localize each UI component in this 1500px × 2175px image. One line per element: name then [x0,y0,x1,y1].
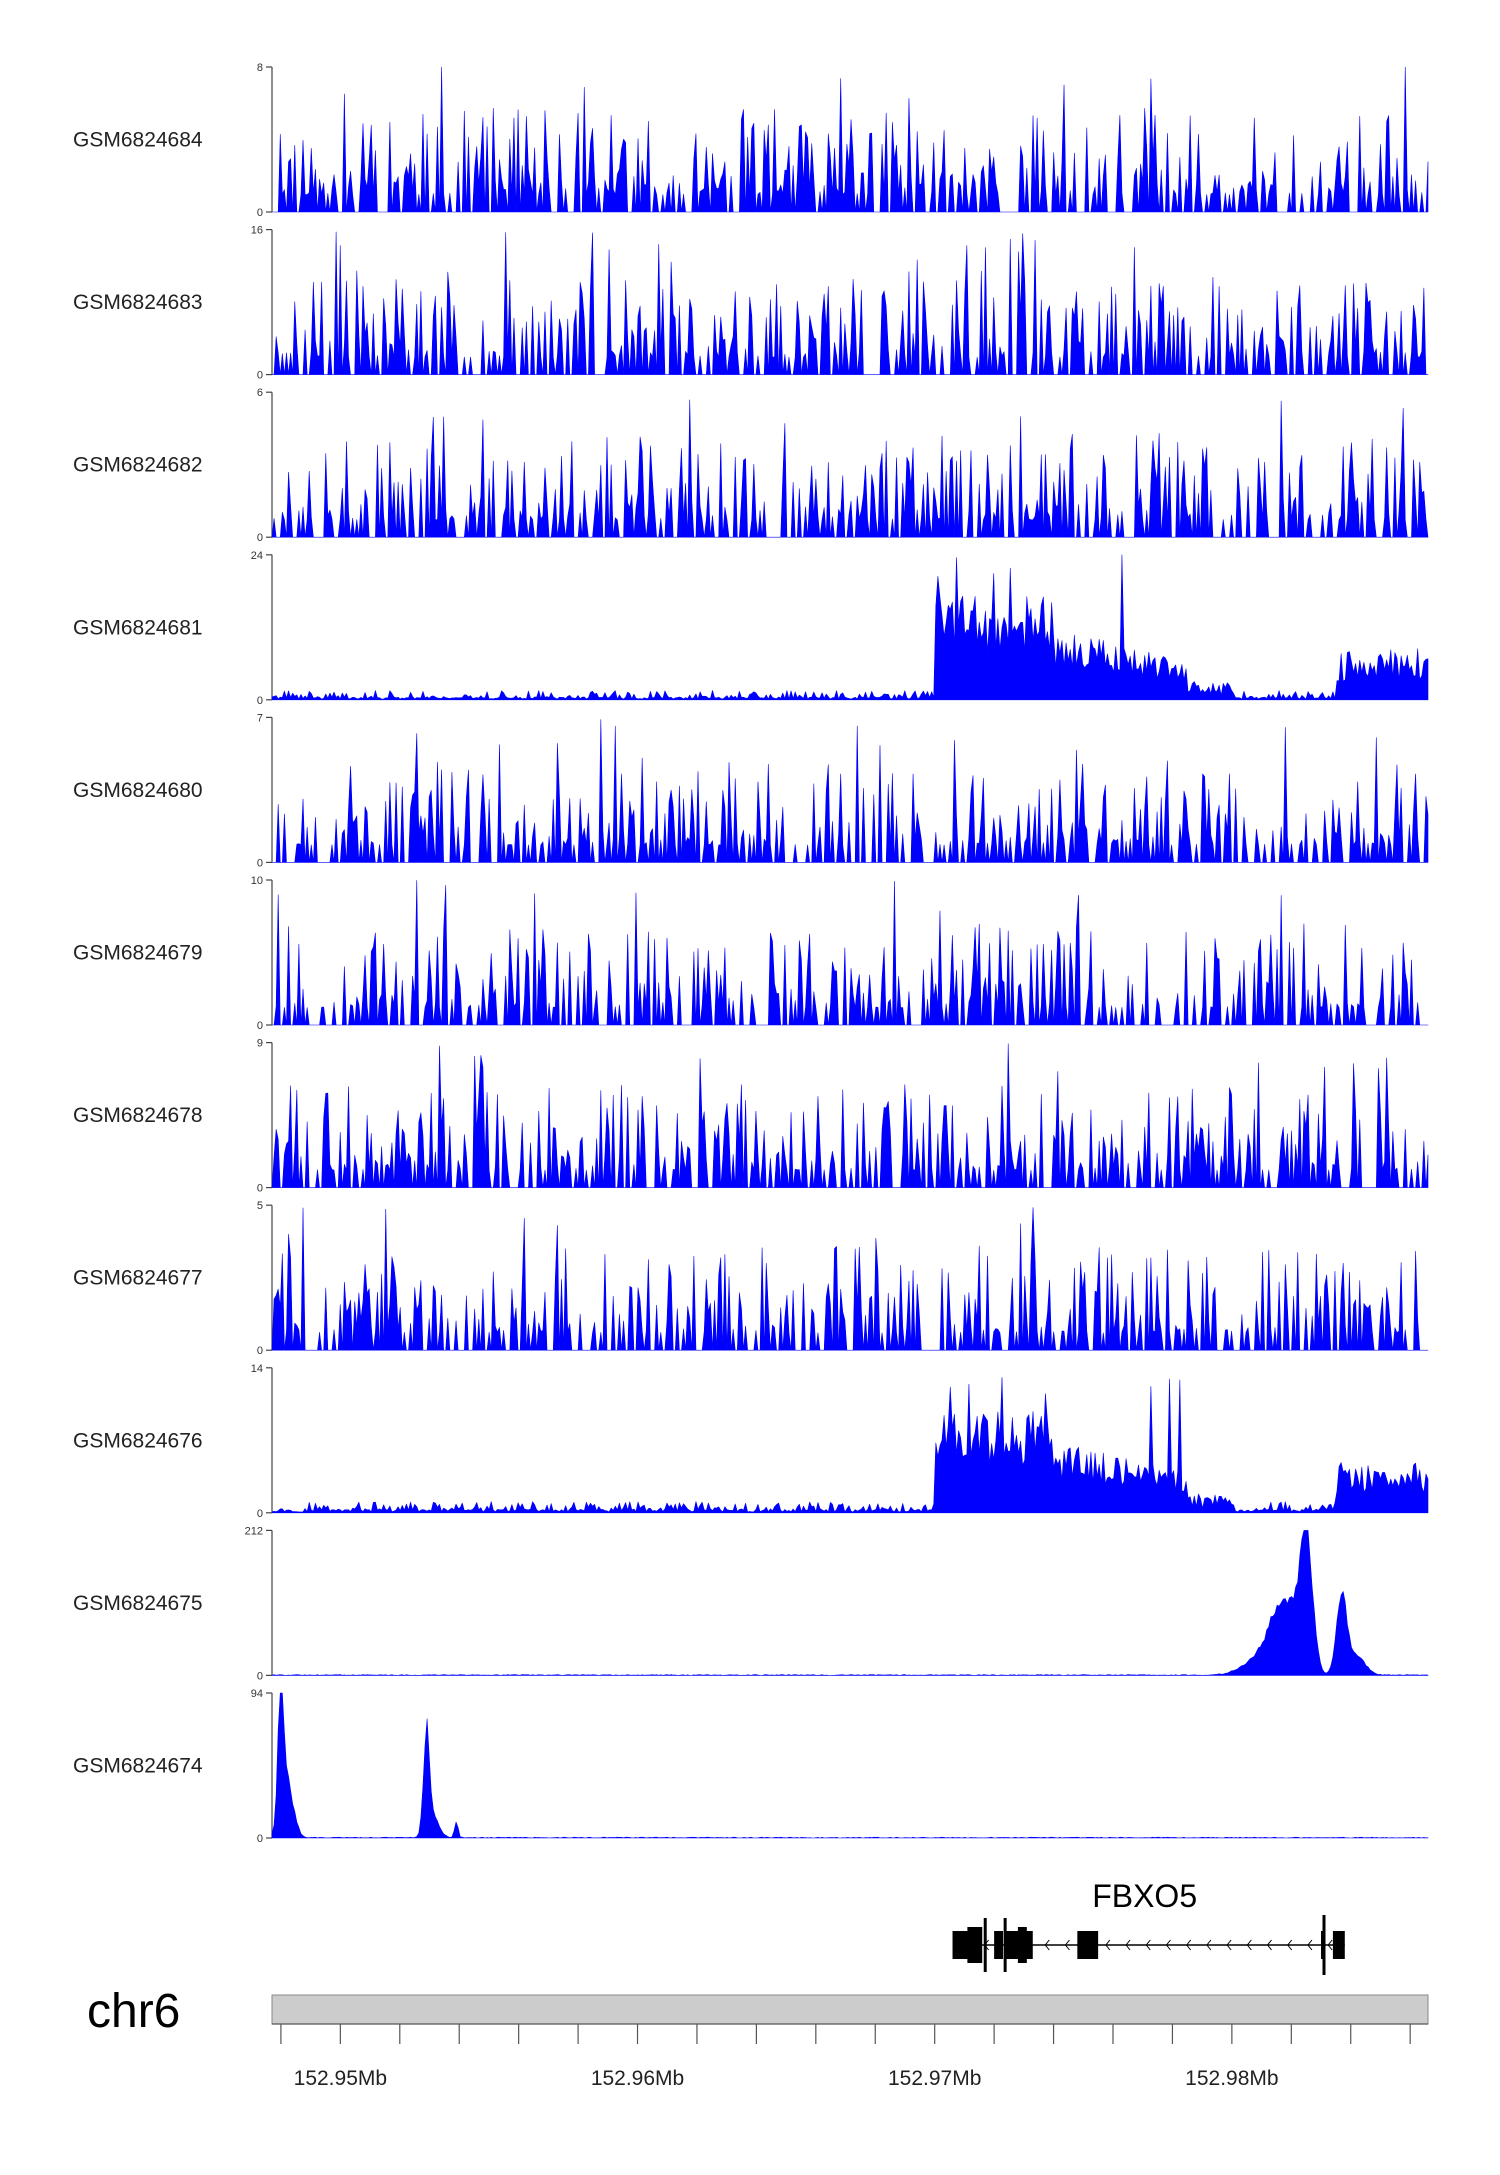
y-min-label: 0 [257,370,263,382]
track-label: GSM6824679 [73,942,203,965]
track-label: GSM6824681 [73,616,203,639]
coverage-area [271,1377,1429,1514]
gene-exon-block [1077,1931,1099,1959]
strand-chevron [1246,1939,1252,1951]
gene-name-label: FBXO5 [1092,1878,1197,1914]
track-GSM6824684: GSM6824684 8 0 [73,62,1429,219]
y-max-label: 94 [251,1688,263,1700]
track-label: GSM6824674 [73,1755,203,1778]
chromosome-label: chr6 [87,1985,180,2038]
strand-chevron [1307,1939,1313,1951]
y-max-label: 16 [251,225,263,237]
track-GSM6824680: GSM6824680 7 0 [73,712,1429,869]
y-max-label: 8 [257,62,263,74]
y-min-label: 0 [257,857,263,869]
genome-axis: chr6 152.95Mb 152.96Mb 152.97Mb 152.98Mb [87,1985,1429,2090]
strand-chevron [1287,1939,1293,1951]
gene-exon-block [983,1918,987,1972]
coverage-area [271,66,1429,213]
axis-tick-label: 152.95Mb [294,2067,387,2090]
coverage-area [271,719,1429,863]
track-label: GSM6824675 [73,1592,203,1615]
y-min-label: 0 [257,1670,263,1682]
gene-exon-block [1322,1915,1326,1975]
y-min-label: 0 [257,1183,263,1195]
track-label: GSM6824676 [73,1429,203,1452]
strand-chevron [1165,1939,1171,1951]
axis-tick-label: 152.98Mb [1185,2067,1278,2090]
y-min-label: 0 [257,1508,263,1520]
y-min-label: 0 [257,1345,263,1357]
y-min-label: 0 [257,695,263,707]
y-max-label: 7 [257,712,263,724]
track-GSM6824681: GSM6824681 24 0 [73,550,1429,707]
coverage-area [271,1692,1429,1839]
y-max-label: 14 [251,1363,263,1375]
coverage-area [271,1043,1429,1188]
coverage-area [271,1207,1429,1351]
track-GSM6824679: GSM6824679 10 0 [73,875,1429,1032]
track-GSM6824683: GSM6824683 16 0 [73,225,1429,382]
coverage-area [271,554,1429,701]
strand-chevron [1226,1939,1232,1951]
strand-chevron [1327,1939,1333,1951]
y-max-label: 10 [251,875,263,887]
gene-exon-block [994,1931,1004,1959]
coverage-area [271,1530,1429,1676]
strand-chevron [1145,1939,1151,1951]
track-label: GSM6824678 [73,1104,203,1127]
y-min-label: 0 [257,532,263,544]
strand-chevron [1105,1939,1111,1951]
track-GSM6824682: GSM6824682 6 0 [73,387,1429,544]
strand-chevron [1266,1939,1272,1951]
gene-exon-block [1332,1931,1345,1959]
y-max-label: 212 [245,1525,263,1537]
track-label: GSM6824682 [73,454,203,477]
y-max-label: 5 [257,1200,263,1212]
axis-tick-label: 152.96Mb [591,2067,684,2090]
track-GSM6824674: GSM6824674 94 0 [73,1688,1429,1845]
gene-exon-block [1006,1931,1033,1959]
gene-track: FBXO5 [952,1878,1345,1975]
strand-chevron [1125,1939,1131,1951]
y-max-label: 9 [257,1038,263,1050]
gene-exon-block [952,1931,977,1959]
coverage-area [271,880,1429,1026]
coverage-area [271,399,1429,538]
track-label: GSM6824683 [73,291,203,314]
y-min-label: 0 [257,1020,263,1032]
gene-exon-block [1003,1918,1007,1972]
track-GSM6824677: GSM6824677 5 0 [73,1200,1429,1357]
track-GSM6824676: GSM6824676 14 0 [73,1363,1429,1520]
axis-tick-label: 152.97Mb [888,2067,981,2090]
strand-chevron [1064,1939,1070,1951]
strand-chevron [1206,1939,1212,1951]
y-min-label: 0 [257,207,263,219]
track-label: GSM6824684 [73,129,203,152]
track-GSM6824678: GSM6824678 9 0 [73,1038,1429,1195]
strand-chevron [1186,1939,1192,1951]
coverage-area [271,231,1429,375]
track-GSM6824675: GSM6824675 212 0 [73,1525,1429,1682]
track-label: GSM6824677 [73,1267,203,1290]
y-min-label: 0 [257,1833,263,1845]
gene-exon-block [1321,1931,1324,1959]
strand-chevron [1044,1939,1050,1951]
y-max-label: 6 [257,387,263,399]
track-label: GSM6824680 [73,779,203,802]
y-max-label: 24 [251,550,263,562]
chromosome-bar [271,1994,1429,2025]
